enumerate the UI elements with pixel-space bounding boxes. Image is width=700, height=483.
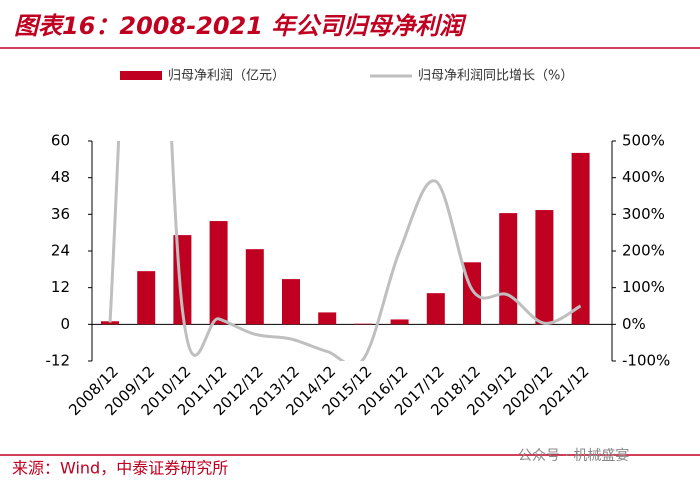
- bar: [571, 152, 590, 325]
- bar: [282, 279, 300, 325]
- y2-tick-label: 400%: [622, 168, 665, 186]
- y2-tick-label: 500%: [622, 132, 665, 150]
- legend-swatch: [120, 71, 162, 80]
- y-tick-label: 60: [51, 132, 70, 150]
- bar: [318, 312, 337, 325]
- bar: [390, 319, 409, 325]
- bar: [209, 221, 228, 325]
- bar: [137, 271, 156, 325]
- chart-title: 图表16：2008-2021 年公司归母净利润: [14, 12, 467, 40]
- y-tick-label: 36: [51, 205, 70, 223]
- y-tick-label: 24: [51, 242, 70, 260]
- source: 来源：Wind，中泰证券研究所: [12, 459, 228, 478]
- bar: [535, 210, 554, 325]
- y-tick-label: 0: [60, 315, 70, 333]
- y2-tick-label: 0%: [622, 315, 646, 333]
- bar: [245, 249, 264, 325]
- bar: [354, 323, 373, 325]
- y2-tick-label: 100%: [622, 278, 665, 296]
- legend-label: 归母净利润（亿元）: [168, 69, 285, 84]
- watermark: 公众号 · 机械盛宴: [518, 447, 629, 464]
- y-tick-label: -12: [46, 352, 71, 370]
- bar: [101, 321, 119, 325]
- y-tick-label: 48: [51, 168, 70, 186]
- bar: [499, 213, 518, 325]
- line: [108, 141, 582, 361]
- y2-tick-label: 200%: [622, 242, 665, 260]
- y2-tick-label: 300%: [622, 205, 665, 223]
- y2-tick-label: -100%: [622, 352, 670, 370]
- y-tick-label: 12: [51, 278, 70, 296]
- legend-label: 归母净利润同比增长（%）: [418, 69, 573, 84]
- bar: [426, 293, 445, 325]
